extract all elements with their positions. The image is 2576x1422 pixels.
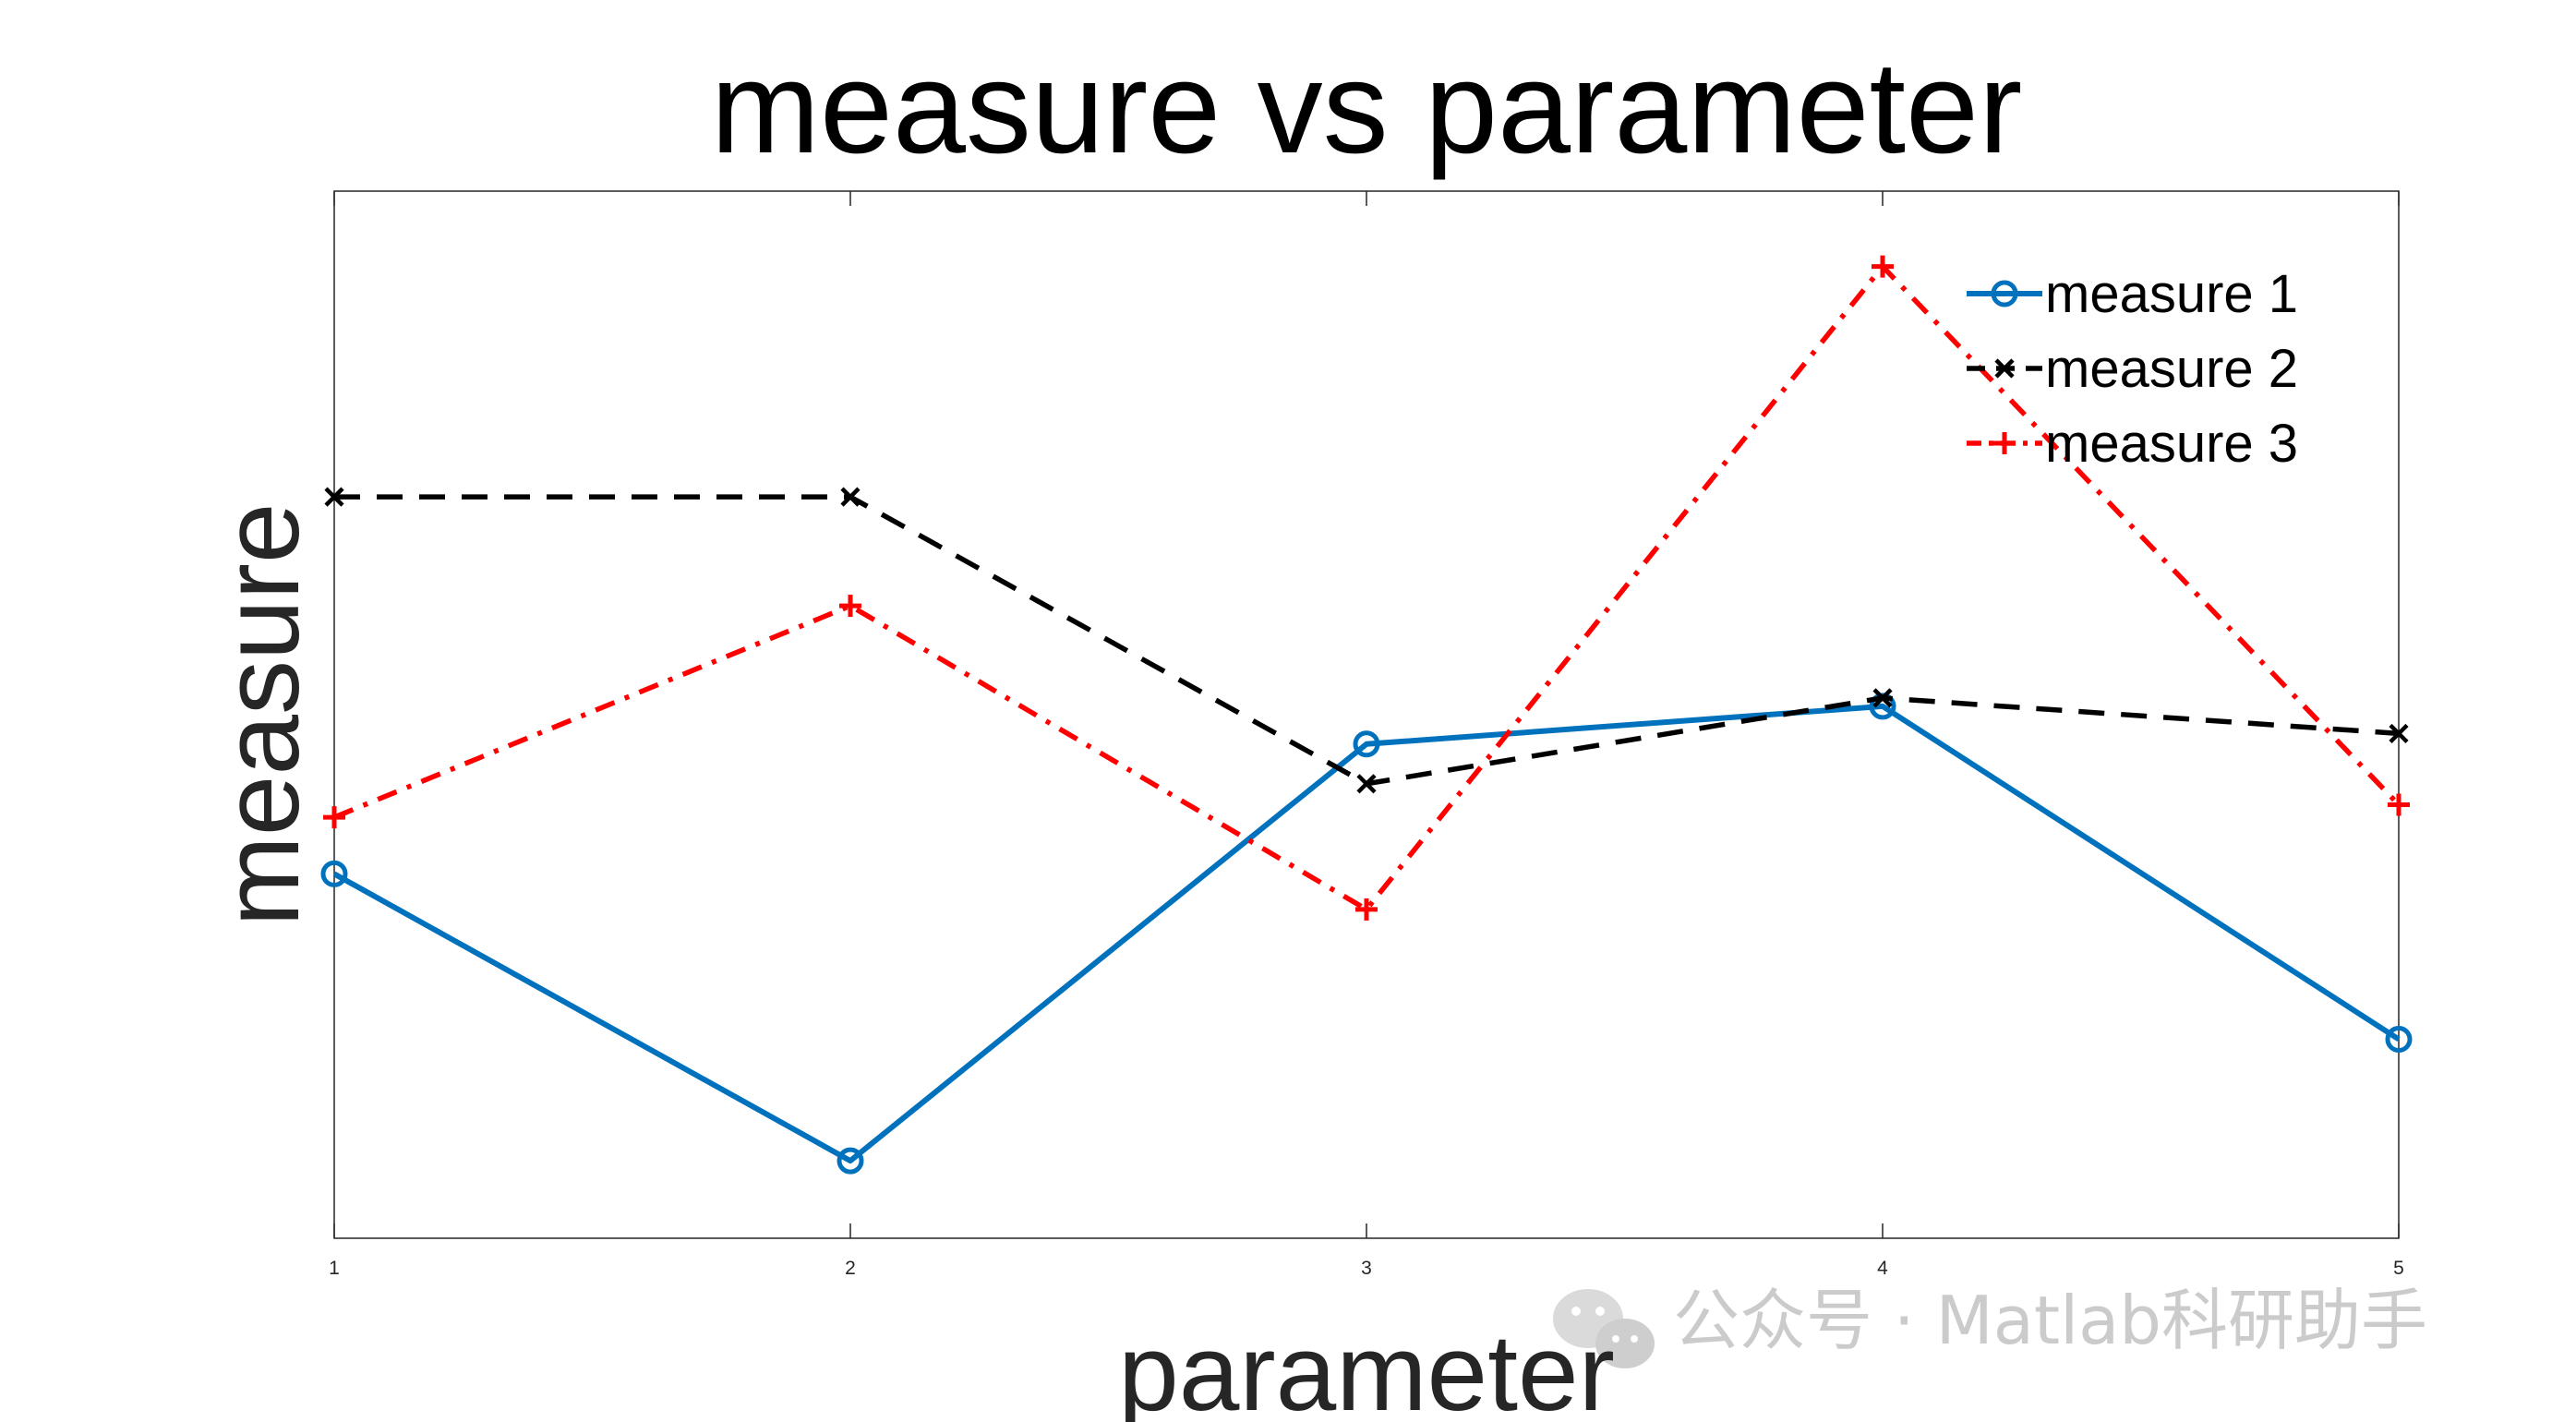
x-tick-label: 1 — [329, 1258, 340, 1279]
series-line — [332, 703, 2401, 1164]
data-point — [324, 487, 344, 507]
x-tick-label: 4 — [1877, 1258, 1888, 1279]
legend-marker — [1994, 358, 2015, 379]
x-tick-label: 5 — [2393, 1258, 2404, 1279]
legend-label: measure 3 — [2045, 414, 2298, 474]
legend-entry: measure 2 — [1967, 339, 2298, 399]
legend-label: measure 2 — [2045, 339, 2298, 399]
x-tick-label: 2 — [845, 1258, 856, 1279]
data-point — [840, 487, 861, 507]
data-point — [2385, 1026, 2413, 1054]
series-layer — [320, 255, 2413, 1175]
watermark: 公众号 · Matlab科研助手 — [1553, 1282, 2427, 1368]
data-point — [1872, 688, 1893, 708]
data-point — [1356, 774, 1377, 794]
series-3 — [323, 255, 2410, 921]
series-line — [332, 263, 2401, 912]
data-point — [323, 806, 345, 829]
legend: measure 1 measure 2 measure 3 — [1967, 264, 2298, 474]
watermark-text: 公众号 · Matlab科研助手 — [1673, 1282, 2427, 1359]
data-point — [1353, 730, 1380, 758]
data-point — [839, 595, 861, 618]
wechat-icon — [1553, 1289, 1655, 1368]
data-point — [837, 1147, 864, 1175]
legend-entry: measure 1 — [1967, 264, 2298, 324]
x-axis-label: parameter — [1118, 1312, 1615, 1422]
x-axis-ticks: 1 2 3 4 5 — [329, 191, 2404, 1279]
y-axis-label: measure — [200, 502, 322, 926]
data-point — [2388, 793, 2410, 816]
legend-entry: measure 3 — [1967, 414, 2298, 474]
chart-title: measure vs parameter — [711, 34, 2023, 181]
data-point — [1872, 255, 1894, 278]
x-tick-label: 3 — [1361, 1258, 1372, 1279]
data-point — [2389, 723, 2409, 744]
series-2 — [324, 487, 2409, 794]
legend-marker — [1991, 280, 2018, 307]
data-point — [1355, 898, 1378, 921]
data-point — [320, 860, 348, 887]
legend-label: measure 1 — [2045, 264, 2298, 324]
legend-marker — [1993, 432, 2016, 454]
